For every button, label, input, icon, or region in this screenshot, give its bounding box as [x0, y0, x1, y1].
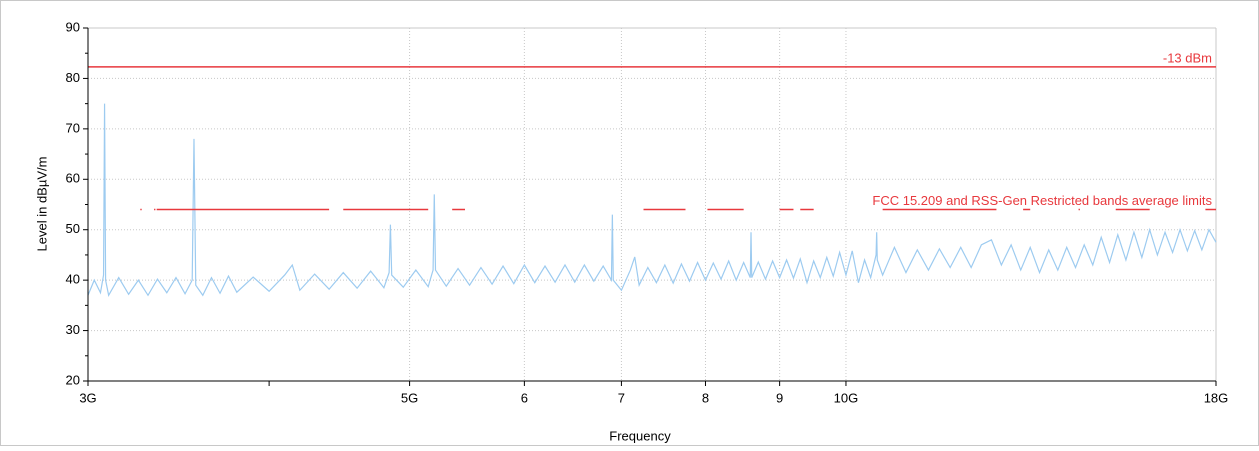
x-tick-label: 9 — [776, 390, 783, 405]
x-tick-label: 8 — [702, 390, 709, 405]
x-tick-label: 5G — [401, 390, 418, 405]
trace — [87, 103, 1217, 297]
y-tick-label: 70 — [66, 120, 80, 135]
y-tick-label: 20 — [66, 372, 80, 387]
x-tick-label: 18G — [1204, 390, 1229, 405]
y-tick-label: 90 — [66, 19, 80, 34]
limit-label: -13 dBm — [1163, 50, 1212, 65]
y-tick-label: 80 — [66, 70, 80, 85]
x-axis-label: Frequency — [609, 428, 671, 443]
y-tick-label: 40 — [66, 272, 80, 287]
y-tick-label: 30 — [66, 322, 80, 337]
y-tick-label: 50 — [66, 221, 80, 236]
x-tick-label: 3G — [79, 390, 96, 405]
limit-label: FCC 15.209 and RSS-Gen Restricted bands … — [872, 193, 1212, 208]
y-axis-label: Level in dBµV/m — [34, 157, 49, 252]
x-tick-label: 10G — [834, 390, 859, 405]
y-tick-label: 60 — [66, 171, 80, 186]
x-tick-label: 6 — [521, 390, 528, 405]
x-tick-label: 7 — [618, 390, 625, 405]
